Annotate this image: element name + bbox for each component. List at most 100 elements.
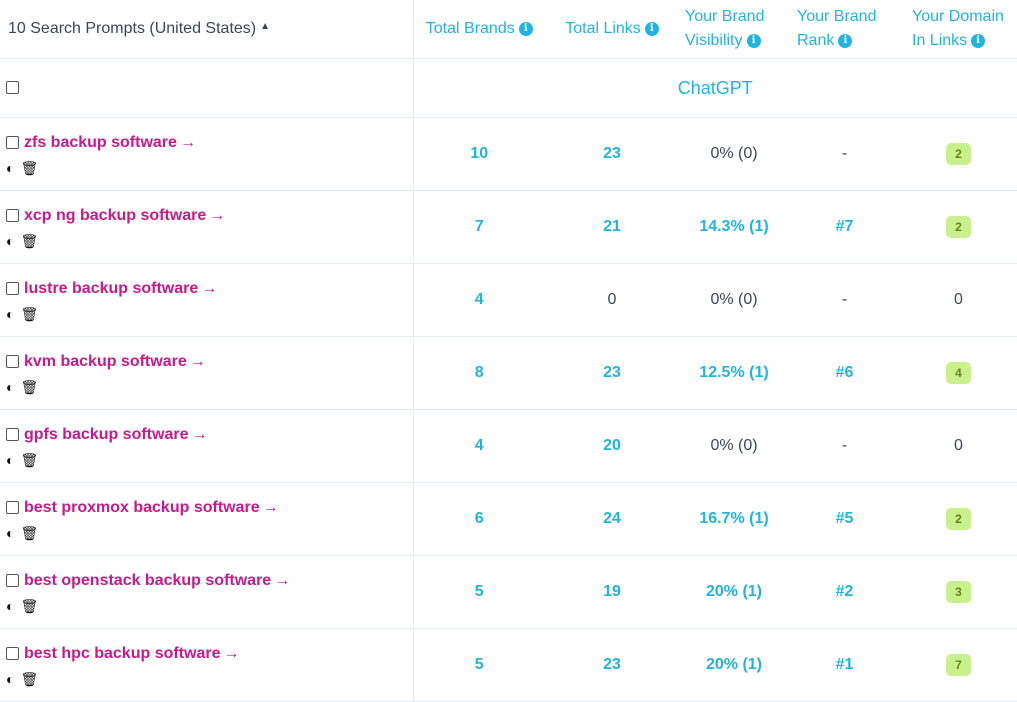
openai-icon[interactable]: ◐ <box>6 670 15 687</box>
row-checkbox[interactable] <box>6 501 19 514</box>
domain-in-links-cell: 4 <box>900 336 1017 410</box>
trash-icon[interactable]: 🗑 <box>20 159 39 176</box>
prompt-text: zfs backup software <box>24 133 177 151</box>
brand-rank-value: #7 <box>789 190 900 264</box>
brand-rank-value: #6 <box>789 336 900 410</box>
total-brands-value: 4 <box>413 409 545 483</box>
row-checkbox[interactable] <box>6 209 19 222</box>
prompt-cell: lustre backup software → ◐ 🗑 <box>0 263 414 337</box>
trash-icon[interactable]: 🗑 <box>20 305 39 322</box>
select-all-cell <box>0 58 414 118</box>
info-icon[interactable]: i <box>971 33 986 48</box>
table-row: kvm backup software → ◐ 🗑 8 23 12.5% (1) … <box>0 336 1017 410</box>
prompt-link[interactable]: best proxmox backup software → <box>24 499 279 517</box>
total-links-label: Total Links <box>565 20 641 37</box>
domain-in-links-cell: 0 <box>900 263 1017 337</box>
prompt-text: xcp ng backup software <box>24 206 207 224</box>
brand-rank-label-2: Rank <box>797 32 835 49</box>
total-links-value: 21 <box>545 190 679 264</box>
info-icon[interactable]: i <box>518 21 533 36</box>
arrow-right-icon: → <box>201 279 218 297</box>
brand-rank-header[interactable]: Your Brand Rank i <box>789 0 900 59</box>
openai-icon[interactable]: ◐ <box>6 378 15 395</box>
prompt-cell: zfs backup software → ◐ 🗑 <box>0 117 414 191</box>
prompt-cell: kvm backup software → ◐ 🗑 <box>0 336 414 410</box>
prompts-column-header[interactable]: 10 Search Prompts (United States) ▲ <box>0 0 414 59</box>
openai-icon[interactable]: ◐ <box>6 305 15 322</box>
brand-visibility-value: 0% (0) <box>679 263 789 337</box>
trash-icon[interactable]: 🗑 <box>20 597 39 614</box>
trash-icon[interactable]: 🗑 <box>20 670 39 687</box>
prompt-text: best openstack backup software <box>24 571 272 589</box>
openai-icon[interactable]: ◐ <box>6 451 15 468</box>
total-links-value: 24 <box>545 482 679 556</box>
row-checkbox[interactable] <box>6 136 19 149</box>
domain-in-links-header[interactable]: Your Domain In Links i <box>900 0 1017 59</box>
table-row: best hpc backup software → ◐ 🗑 5 23 20% (… <box>0 628 1017 702</box>
openai-icon[interactable]: ◐ <box>6 524 15 541</box>
row-checkbox[interactable] <box>6 282 19 295</box>
info-icon[interactable]: i <box>746 33 761 48</box>
domain-in-links-cell: 2 <box>900 190 1017 264</box>
info-icon[interactable]: i <box>644 21 659 36</box>
total-brands-header[interactable]: Total Brands i <box>413 0 545 59</box>
prompt-text: kvm backup software <box>24 352 187 370</box>
openai-icon[interactable]: ◐ <box>6 232 15 249</box>
engine-label: ChatGPT <box>413 58 1017 118</box>
prompt-text: gpfs backup software <box>24 425 189 443</box>
prompt-text: best hpc backup software <box>24 644 221 662</box>
total-brands-value: 8 <box>413 336 545 410</box>
brand-visibility-header[interactable]: Your Brand Visibility i <box>679 0 789 59</box>
domain-count-badge: 3 <box>946 581 971 603</box>
brand-rank-value: - <box>789 409 900 483</box>
domain-count-badge: 4 <box>946 362 971 384</box>
row-checkbox[interactable] <box>6 428 19 441</box>
info-icon[interactable]: i <box>838 33 853 48</box>
prompt-link[interactable]: gpfs backup software → <box>24 426 207 444</box>
row-checkbox[interactable] <box>6 355 19 368</box>
total-brands-value: 7 <box>413 190 545 264</box>
arrow-right-icon: → <box>274 571 291 589</box>
prompt-link[interactable]: xcp ng backup software → <box>24 207 225 225</box>
trash-icon[interactable]: 🗑 <box>20 524 39 541</box>
prompt-link[interactable]: kvm backup software → <box>24 353 206 371</box>
total-links-value: 0 <box>545 263 679 337</box>
total-links-value: 19 <box>545 555 679 629</box>
domain-in-links-cell: 3 <box>900 555 1017 629</box>
sort-asc-icon[interactable]: ▲ <box>260 21 271 32</box>
brand-visibility-value: 16.7% (1) <box>679 482 789 556</box>
openai-icon[interactable]: ◐ <box>6 597 15 614</box>
total-links-value: 23 <box>545 336 679 410</box>
arrow-right-icon: → <box>189 352 206 370</box>
total-links-header[interactable]: Total Links i <box>545 0 679 59</box>
domain-count-badge: 7 <box>946 654 971 676</box>
trash-icon[interactable]: 🗑 <box>20 451 39 468</box>
brand-visibility-value: 12.5% (1) <box>679 336 789 410</box>
domain-count-badge: 2 <box>946 216 971 238</box>
brand-rank-value: #5 <box>789 482 900 556</box>
prompt-cell: best proxmox backup software → ◐ 🗑 <box>0 482 414 556</box>
trash-icon[interactable]: 🗑 <box>20 378 39 395</box>
openai-icon[interactable]: ◐ <box>6 159 15 176</box>
select-all-checkbox[interactable] <box>6 81 19 95</box>
prompt-link[interactable]: lustre backup software → <box>24 280 217 298</box>
total-brands-value: 5 <box>413 555 545 629</box>
row-checkbox[interactable] <box>6 574 19 587</box>
prompt-link[interactable]: best openstack backup software → <box>24 572 290 590</box>
brand-visibility-value: 14.3% (1) <box>679 190 789 264</box>
brand-visibility-value: 20% (1) <box>679 628 789 702</box>
brand-visibility-value: 20% (1) <box>679 555 789 629</box>
total-brands-value: 6 <box>413 482 545 556</box>
prompt-link[interactable]: best hpc backup software → <box>24 645 240 663</box>
prompt-link[interactable]: zfs backup software → <box>24 134 196 152</box>
row-checkbox[interactable] <box>6 647 19 660</box>
domain-count-badge: 2 <box>946 143 971 165</box>
brand-rank-value: - <box>789 263 900 337</box>
arrow-right-icon: → <box>191 425 208 443</box>
trash-icon[interactable]: 🗑 <box>20 232 39 249</box>
total-brands-value: 5 <box>413 628 545 702</box>
table-row: best proxmox backup software → ◐ 🗑 6 24 1… <box>0 482 1017 556</box>
total-brands-label: Total Brands <box>425 20 515 37</box>
domain-in-links-label-1: Your Domain <box>912 8 1004 25</box>
